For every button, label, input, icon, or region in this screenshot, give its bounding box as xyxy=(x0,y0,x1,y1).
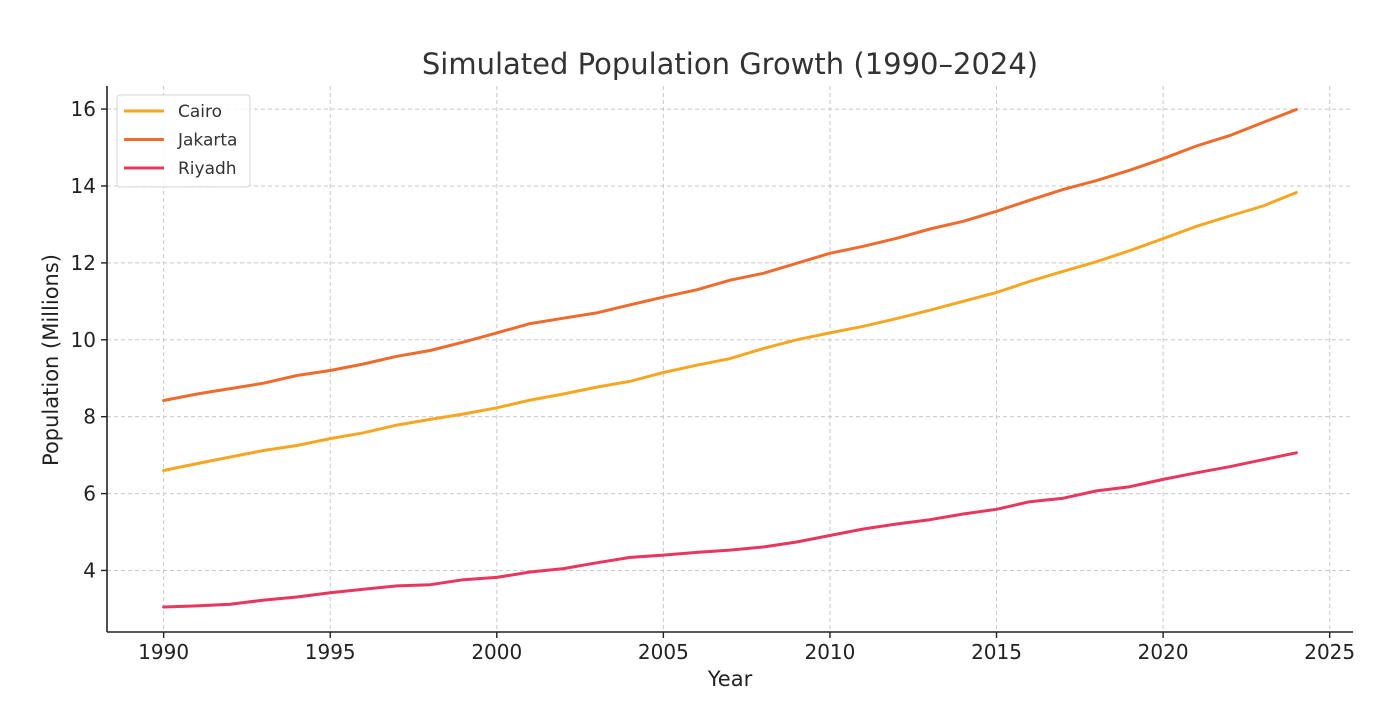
y-tick-label: 6 xyxy=(83,482,96,506)
legend-label-cairo: Cairo xyxy=(178,102,222,122)
series-line-riyadh xyxy=(162,451,1298,609)
legend-box xyxy=(116,94,251,188)
legend-label-jakarta: Jakarta xyxy=(177,131,237,151)
chart-title: Simulated Population Growth (1990–2024) xyxy=(422,47,1038,81)
series-line-cairo xyxy=(162,191,1298,472)
y-axis-label: Population (Millions) xyxy=(39,254,63,466)
x-tick-label: 2000 xyxy=(471,640,522,664)
y-tick-label: 12 xyxy=(71,251,96,275)
series-layer xyxy=(162,108,1298,609)
y-tick-label: 14 xyxy=(71,174,96,198)
x-tick-label: 2010 xyxy=(804,640,855,664)
x-tick-label: 2020 xyxy=(1138,640,1189,664)
axis-layer: 1990 1995 2000 2005 2010 2015 2020 2025 4 6 8 10 12 1… xyxy=(71,86,1355,664)
y-tick-label: 4 xyxy=(83,558,96,582)
series-line-jakarta xyxy=(162,108,1298,402)
x-tick-label: 2005 xyxy=(638,640,689,664)
y-tick-label: 16 xyxy=(71,97,96,121)
x-axis-label: Year xyxy=(707,667,753,691)
legend: Cairo Jakarta Riyadh xyxy=(116,94,251,188)
x-tick-label: 2015 xyxy=(971,640,1022,664)
x-tick-label: 1990 xyxy=(138,640,189,664)
y-tick-label: 10 xyxy=(71,328,96,352)
x-tick-label: 2025 xyxy=(1304,640,1355,664)
x-tick-label: 1995 xyxy=(305,640,356,664)
y-tick-label: 8 xyxy=(83,405,96,429)
grid-layer xyxy=(107,86,1353,632)
legend-label-riyadh: Riyadh xyxy=(178,159,237,179)
